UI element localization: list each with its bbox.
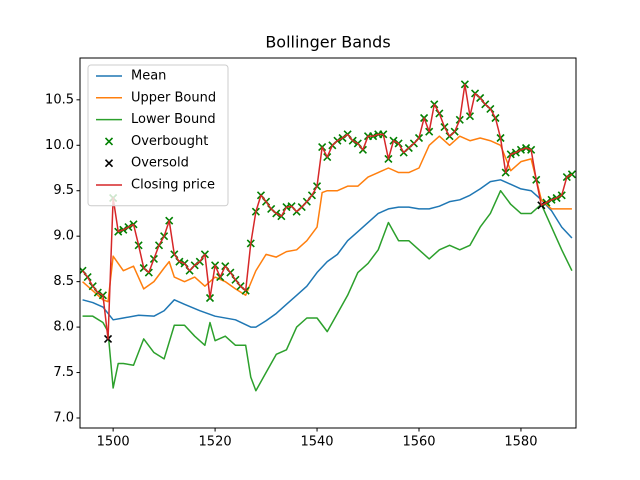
series-line [81, 83, 573, 340]
y-tick-label: 8.5 [53, 274, 74, 289]
x-tick-label: 1500 [97, 435, 130, 450]
x-tick-label: 1540 [300, 435, 333, 450]
x-tick-label: 1560 [402, 435, 435, 450]
y-tick-label: 10.0 [45, 138, 74, 153]
axes: 1500 1520 1540 1560 1580 7.0 7.5 8.0 8.5 9.0 9.5 10… [45, 92, 537, 449]
legend-label: Mean [131, 69, 166, 84]
legend-box [87, 64, 229, 207]
y-tick-label: 9.0 [53, 229, 74, 244]
legend-label: Oversold [131, 156, 189, 171]
series-line [82, 135, 572, 303]
y-tick-label: 7.0 [53, 411, 74, 426]
x-tick-label: 1520 [199, 435, 232, 450]
legend-label: Upper Bound [131, 90, 216, 105]
plot-area [80, 80, 576, 392]
legend-label: Lower Bound [131, 112, 216, 127]
y-tick-label: 9.5 [53, 183, 74, 198]
marker [104, 137, 114, 146]
legend: Mean Upper Bound Lower Bound Overbought Over… [87, 64, 229, 207]
chart-title: Bollinger Bands [265, 33, 390, 52]
axes-frame [79, 57, 577, 429]
y-tick-label: 10.5 [45, 92, 74, 107]
legend-label: Overbought [131, 134, 208, 149]
marker [104, 159, 114, 168]
y-tick-label: 8.0 [53, 320, 74, 335]
x-tick-label: 1580 [504, 435, 537, 450]
y-tick-label: 7.5 [53, 365, 74, 380]
legend-label: Closing price [131, 178, 215, 193]
series-line [82, 179, 573, 328]
series-line [82, 189, 573, 392]
